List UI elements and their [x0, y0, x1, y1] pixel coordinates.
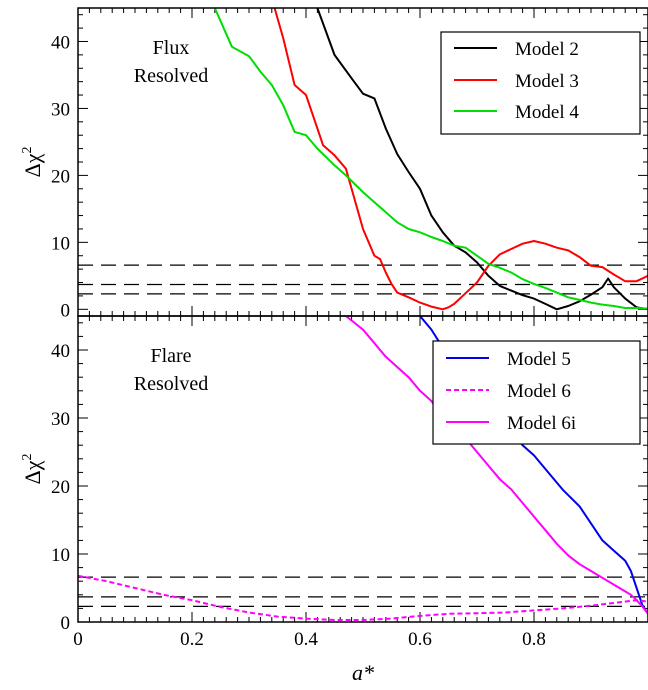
y-tick-label: 40 [51, 341, 70, 362]
series-line-model-3 [273, 8, 648, 311]
x-tick-label: 0.8 [522, 629, 546, 650]
y-axis-label: Δχ2 [20, 147, 45, 178]
legend: Model 5 Model 6 Model 6i [432, 340, 641, 445]
y-tick-label: 10 [51, 545, 70, 566]
legend-label: Model 6 [507, 381, 571, 402]
series-group [213, 8, 648, 311]
legend: Model 2 Model 3 Model 4 [440, 31, 641, 135]
legend-label: Model 6i [507, 413, 576, 434]
panel-annotation: Resolved [134, 373, 208, 395]
x-axis-label: a* [352, 660, 374, 685]
legend-label: Model 2 [515, 39, 579, 60]
legend-label: Model 3 [515, 71, 579, 92]
series-line-model-6 [78, 574, 648, 621]
y-axis-label-superscript: 2 [20, 147, 35, 154]
panel-annotation: Resolved [134, 65, 208, 87]
legend-label: Model 5 [507, 349, 571, 370]
y-tick-label: 10 [51, 233, 70, 254]
y-tick-label: 0 [61, 300, 71, 321]
panel-annotation: Flare [150, 345, 191, 367]
series-line-model-4 [213, 8, 648, 310]
series-line-model-2 [316, 8, 648, 311]
y-tick-label: 0 [61, 613, 71, 634]
y-tick-label: 40 [51, 32, 70, 53]
legend-label: Model 4 [515, 102, 579, 123]
x-tick-label: 0.2 [180, 629, 204, 650]
y-tick-label: 20 [51, 477, 70, 498]
x-tick-label: 0.4 [294, 629, 318, 650]
y-tick-label: 20 [51, 166, 70, 187]
x-tick-label: 0.6 [408, 629, 432, 650]
y-axis-label: Δχ2 [20, 454, 45, 485]
series-line-model-6i [345, 316, 648, 615]
x-tick-label: 0 [73, 629, 83, 650]
plot-frame [77, 315, 648, 623]
y-axis-label-superscript: 2 [20, 454, 35, 461]
y-tick-label: 30 [51, 409, 70, 430]
panel-annotation: Flux [153, 37, 190, 59]
y-tick-label: 30 [51, 99, 70, 120]
